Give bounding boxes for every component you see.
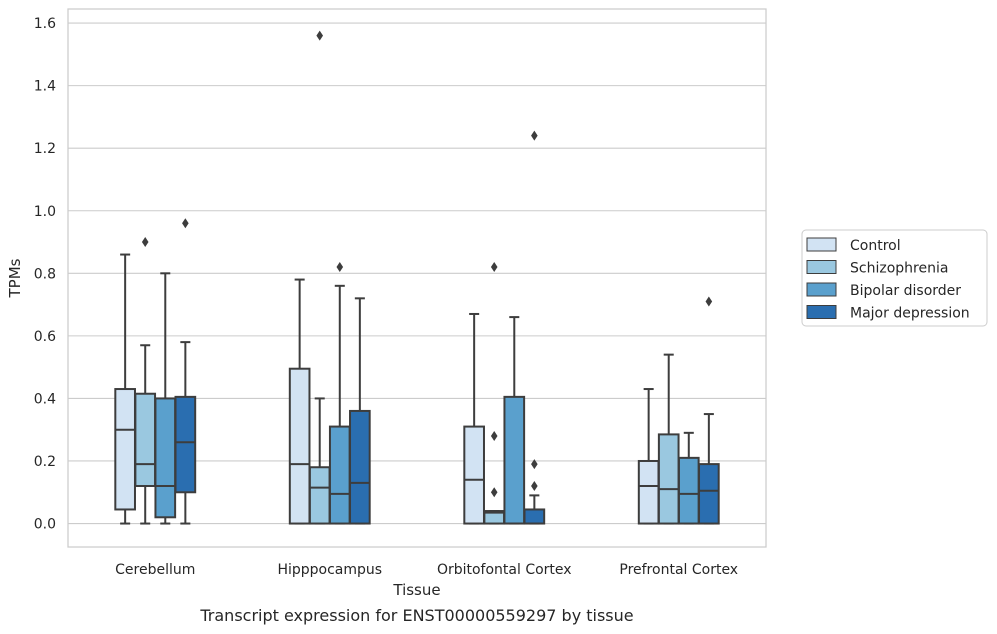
outlier-point bbox=[182, 218, 189, 229]
outlier-point bbox=[531, 130, 538, 141]
plot-series bbox=[114, 30, 720, 525]
x-tick-label: Cerebellum bbox=[115, 562, 195, 578]
box-0-1 bbox=[288, 278, 311, 525]
x-tick-label: Prefrontal Cortex bbox=[619, 562, 738, 578]
y-tick-label: 1.0 bbox=[34, 204, 56, 220]
legend-swatch bbox=[806, 237, 837, 252]
legend-label: Control bbox=[850, 238, 901, 254]
y-tick-label: 0.8 bbox=[34, 266, 56, 282]
y-tick-label: 0.2 bbox=[34, 454, 56, 470]
box-body bbox=[114, 388, 136, 511]
box-body bbox=[308, 466, 331, 525]
box-0-2 bbox=[463, 312, 485, 525]
box-body bbox=[134, 392, 157, 488]
outlier-point bbox=[336, 262, 344, 273]
box-2-3 bbox=[677, 431, 700, 525]
y-tick-label: 0.0 bbox=[34, 517, 56, 533]
box-body bbox=[154, 397, 177, 519]
y-tick-labels: 0.0 0.2 0.4 0.6 0.8 1.0 1.2 1.4 1.6 bbox=[34, 16, 56, 532]
outlier-point bbox=[531, 459, 538, 470]
box-body bbox=[503, 395, 526, 525]
box-body bbox=[174, 395, 197, 494]
x-axis-title: Tissue bbox=[392, 581, 440, 599]
legend-swatch bbox=[806, 260, 837, 274]
box-body bbox=[328, 425, 351, 525]
legend-label: Bipolar disorder bbox=[850, 283, 961, 299]
y-axis-title: TPMs bbox=[6, 258, 24, 298]
outlier-point bbox=[141, 237, 149, 248]
box-body bbox=[288, 367, 311, 525]
x-tick-label: Orbitofontal Cortex bbox=[437, 562, 572, 578]
box-body bbox=[677, 456, 700, 525]
box-body bbox=[698, 463, 720, 525]
box-3-1 bbox=[349, 297, 371, 525]
legend-swatch bbox=[806, 282, 837, 297]
box-body bbox=[657, 433, 680, 525]
y-tick-label: 0.4 bbox=[34, 391, 56, 407]
box-2-2 bbox=[503, 316, 526, 525]
outlier-point bbox=[490, 430, 498, 441]
legend-label: Schizophrenia bbox=[850, 261, 948, 277]
outlier-point bbox=[490, 487, 498, 498]
outlier-point bbox=[316, 30, 324, 41]
x-tick-label: Hipppocampus bbox=[277, 562, 382, 578]
box-body bbox=[463, 425, 485, 525]
box-1-2 bbox=[483, 262, 506, 525]
box-body bbox=[637, 459, 660, 525]
box-body bbox=[523, 508, 546, 525]
outlier-point bbox=[490, 262, 498, 273]
legend-frame bbox=[801, 229, 988, 327]
outlier-point bbox=[531, 481, 538, 492]
legend: Control Schizophrenia Bipolar disorder Majo… bbox=[801, 229, 988, 327]
y-tick-label: 1.4 bbox=[34, 79, 56, 95]
box-2-0 bbox=[154, 272, 177, 525]
y-tick-label: 0.6 bbox=[34, 329, 56, 345]
chart-caption: Transcript expression for ENST0000055929… bbox=[199, 606, 633, 625]
plot-frame bbox=[67, 8, 767, 548]
legend-label: Major depression bbox=[850, 306, 970, 322]
y-tick-label: 1.2 bbox=[34, 141, 56, 157]
box-body bbox=[349, 409, 371, 525]
y-tick-label: 1.6 bbox=[34, 16, 56, 32]
box-3-3 bbox=[698, 296, 720, 525]
legend-swatch bbox=[806, 305, 837, 319]
outlier-point bbox=[705, 296, 713, 307]
x-tick-labels: Cerebellum Hipppocampus Orbitofontal Corte… bbox=[115, 562, 738, 578]
box-3-2 bbox=[523, 130, 546, 525]
box-3-0 bbox=[174, 218, 197, 525]
box-1-1 bbox=[308, 30, 331, 525]
